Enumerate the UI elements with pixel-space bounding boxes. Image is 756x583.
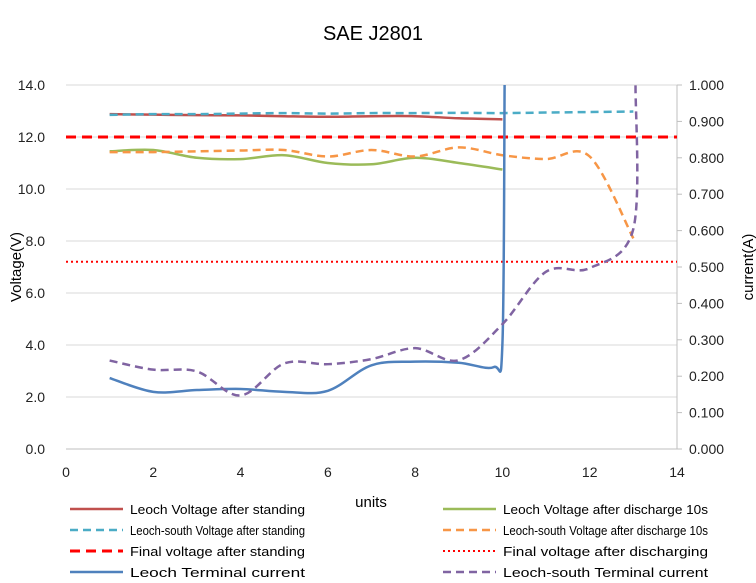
y-axis-right-label: current(A) (740, 234, 756, 301)
series-line-2 (109, 148, 503, 171)
chart-title: SAE J2801 (323, 23, 423, 45)
x-tick-label: 4 (237, 464, 245, 480)
legend: Leoch Voltage after standing Leoch-south … (70, 502, 709, 580)
axes (66, 84, 682, 450)
y-right-tick-label: 0.500 (689, 259, 724, 275)
legend-label: Leoch-south Terminal current (503, 565, 708, 580)
legend-label: Final voltage after discharging (503, 544, 708, 559)
x-tick-label: 6 (324, 464, 332, 480)
y-right-tick-label: 0.900 (689, 113, 724, 129)
legend-label: Leoch Terminal current (130, 565, 306, 580)
y-left-tick-label: 14.0 (18, 77, 45, 93)
y-left-tick-label: 10.0 (18, 181, 45, 197)
tick-labels: 0 2 4 6 8 10 12 14 0.0 2.0 4.0 6.0 8.0 10.0 12.0 14.0 0.… (18, 77, 724, 480)
x-tick-label: 12 (582, 464, 598, 480)
legend-label: Leoch Voltage after standing (130, 502, 305, 517)
series-line-7 (109, 84, 506, 395)
y-left-tick-label: 0.0 (26, 441, 46, 457)
series-lines (66, 84, 677, 397)
y-left-tick-label: 12.0 (18, 129, 45, 145)
legend-label: Final voltage after standing (130, 544, 305, 559)
y-right-tick-label: 0.600 (689, 223, 724, 239)
y-right-tick-label: 0.400 (689, 295, 724, 311)
y-left-tick-label: 4.0 (26, 337, 46, 353)
y-right-tick-label: 0.700 (689, 186, 724, 202)
y-right-tick-label: 0.100 (689, 405, 724, 421)
x-tick-label: 8 (411, 464, 419, 480)
series-line-3 (109, 110, 634, 117)
y-right-tick-label: 1.000 (689, 77, 724, 93)
x-tick-label: 14 (669, 464, 685, 480)
series-line-8 (109, 84, 639, 397)
y-axis-left-label: Voltage(V) (8, 232, 25, 302)
y-left-tick-label: 2.0 (26, 389, 46, 405)
legend-label: Leoch-south Voltage after standing (130, 523, 305, 538)
legend-label: Leoch-south Voltage after discharge 10s (503, 523, 708, 538)
x-tick-label: 0 (62, 464, 70, 480)
y-right-tick-label: 0.800 (689, 150, 724, 166)
y-right-tick-label: 0.000 (689, 441, 724, 457)
x-tick-label: 10 (495, 464, 511, 480)
x-tick-label: 2 (149, 464, 157, 480)
y-right-tick-label: 0.300 (689, 332, 724, 348)
gridlines (66, 84, 677, 398)
y-right-tick-label: 0.200 (689, 368, 724, 384)
y-left-tick-label: 6.0 (26, 285, 46, 301)
legend-label: Leoch Voltage after discharge 10s (503, 502, 709, 517)
series-line-4 (109, 146, 635, 239)
y-left-tick-label: 8.0 (26, 233, 46, 249)
x-axis-label: units (355, 494, 387, 511)
